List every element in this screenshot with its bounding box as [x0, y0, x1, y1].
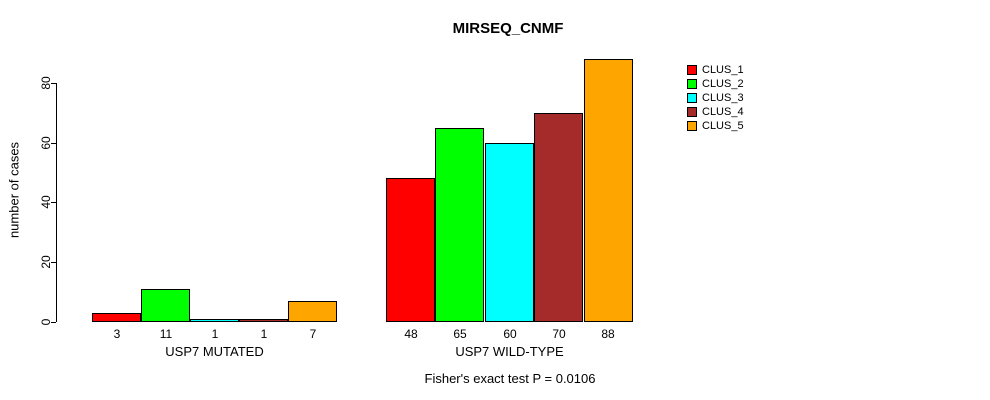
y-tick	[51, 322, 56, 323]
y-tick	[51, 202, 56, 204]
bar-value-label: 88	[601, 327, 615, 341]
legend-swatch	[687, 93, 697, 103]
legend-swatch	[687, 65, 697, 75]
legend-label: CLUS_4	[702, 106, 744, 118]
y-tick	[51, 82, 56, 84]
legend-label: CLUS_1	[702, 64, 744, 76]
y-tick	[51, 262, 56, 264]
y-axis-line	[56, 83, 57, 322]
bar-clus_3	[485, 143, 534, 322]
legend-item: CLUS_3	[687, 91, 744, 105]
bar-clus_3	[190, 319, 239, 322]
legend-swatch	[687, 107, 697, 117]
x-group-label: USP7 MUTATED	[165, 344, 264, 359]
bar-clus_2	[141, 289, 190, 322]
y-tick-label: 0	[39, 318, 53, 326]
y-tick-label: 20	[39, 255, 53, 269]
y-tick-label: 40	[39, 195, 53, 210]
legend-label: CLUS_3	[702, 92, 744, 104]
legend-swatch	[687, 121, 697, 131]
chart-title: MIRSEQ_CNMF	[452, 20, 564, 37]
legend: CLUS_1 CLUS_2 CLUS_3 CLUS_4 CLUS_5	[687, 63, 744, 133]
bar-clus_1	[386, 178, 435, 322]
bar-value-label: 3	[113, 327, 121, 341]
bar-value-label: 7	[309, 327, 317, 341]
y-tick-label: 80	[39, 76, 53, 90]
x-group-label: USP7 WILD-TYPE	[455, 344, 564, 359]
legend-item: CLUS_2	[687, 77, 744, 91]
bar-clus_2	[435, 128, 484, 322]
fisher-test-caption: Fisher's exact test P = 0.0106	[424, 371, 596, 386]
bar-clus_4	[534, 113, 583, 322]
legend-swatch	[687, 79, 697, 89]
bar-value-label: 1	[260, 327, 268, 341]
legend-item: CLUS_1	[687, 63, 744, 77]
bar-value-label: 1	[211, 327, 219, 341]
bar-clus_5	[584, 59, 633, 322]
bar-value-label: 48	[404, 327, 418, 341]
bar-value-label: 65	[453, 327, 467, 341]
bar-clus_1	[92, 313, 141, 322]
legend-label: CLUS_2	[702, 78, 744, 90]
legend-item: CLUS_5	[687, 119, 744, 133]
bar-value-label: 70	[552, 327, 566, 341]
y-tick	[51, 142, 56, 144]
bar-clus_4	[239, 319, 288, 322]
legend-label: CLUS_5	[702, 120, 744, 132]
bar-value-label: 60	[503, 327, 517, 341]
bar-clus_5	[288, 301, 337, 322]
legend-item: CLUS_4	[687, 105, 744, 119]
y-tick-label: 60	[39, 135, 53, 150]
bar-value-label: 11	[159, 327, 173, 341]
